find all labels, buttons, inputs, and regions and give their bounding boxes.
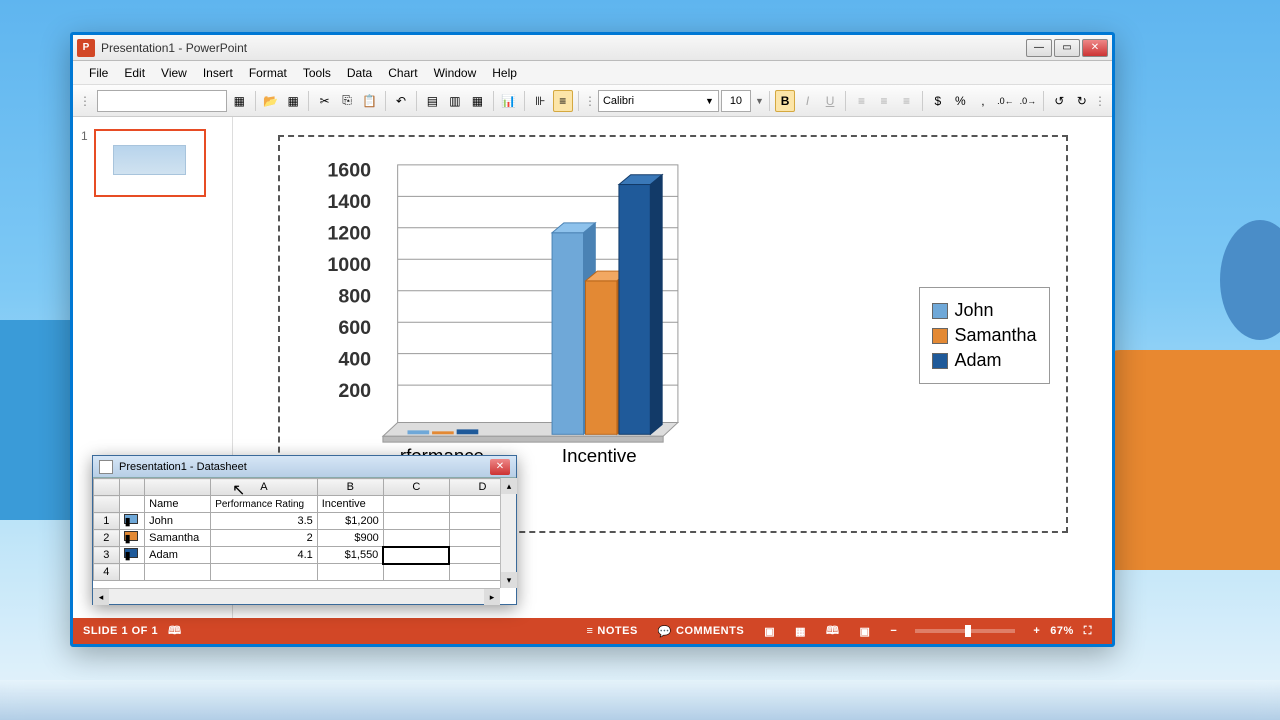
table-row[interactable]: 1 ▮ John 3.5 $1,200 xyxy=(94,513,516,530)
underline-icon[interactable]: U xyxy=(820,90,841,112)
svg-text:800: 800 xyxy=(338,286,371,308)
category-label: Incentive xyxy=(561,445,636,466)
reading-view-icon[interactable]: 🕮 xyxy=(816,622,849,641)
legend-item: John xyxy=(932,300,1036,321)
menu-insert[interactable]: Insert xyxy=(195,64,241,82)
svg-text:600: 600 xyxy=(338,317,371,339)
value-axis-icon[interactable]: ≡ xyxy=(553,90,574,112)
datasheet-titlebar[interactable]: Presentation1 - Datasheet ✕ xyxy=(93,456,516,478)
table-row[interactable]: 4 xyxy=(94,564,516,581)
svg-text:1200: 1200 xyxy=(327,223,371,245)
comma-icon[interactable]: , xyxy=(973,90,994,112)
datasheet-title: Presentation1 - Datasheet xyxy=(119,461,247,473)
menu-format[interactable]: Format xyxy=(241,64,295,82)
window-titlebar[interactable]: P Presentation1 - PowerPoint — ▭ ✕ xyxy=(73,35,1112,61)
chart-type-icon[interactable]: 📊 xyxy=(499,90,520,112)
slide-thumbnail[interactable] xyxy=(94,129,206,197)
menu-window[interactable]: Window xyxy=(426,64,485,82)
align-right-icon[interactable]: ≡ xyxy=(896,90,917,112)
align-left-icon[interactable]: ≡ xyxy=(851,90,872,112)
angle-cc-icon[interactable]: ↺ xyxy=(1049,90,1070,112)
datasheet-hscrollbar[interactable]: ◂ ▸ xyxy=(93,588,500,604)
by-row-icon[interactable]: ▤ xyxy=(422,90,443,112)
datasheet-close-button[interactable]: ✕ xyxy=(490,459,510,475)
svg-text:1000: 1000 xyxy=(327,254,371,276)
window-title: Presentation1 - PowerPoint xyxy=(101,41,247,55)
slide-number: 1 xyxy=(81,129,88,197)
fit-window-icon[interactable]: ⛶ xyxy=(1074,625,1102,638)
minimize-button[interactable]: — xyxy=(1026,39,1052,57)
table-header[interactable]: Name xyxy=(145,496,211,513)
zoom-in-button[interactable]: + xyxy=(1023,625,1050,637)
legend-item: Samantha xyxy=(932,325,1036,346)
import-icon[interactable]: 📂 xyxy=(260,90,281,112)
statusbar: SLIDE 1 OF 1 🕮 ≡ NOTES 💬 COMMENTS ▣ ▦ 🕮 … xyxy=(73,618,1112,644)
menu-tools[interactable]: Tools xyxy=(295,64,339,82)
app-icon: P xyxy=(77,39,95,57)
angle-cw-icon[interactable]: ↻ xyxy=(1072,90,1093,112)
table-icon[interactable]: ▦ xyxy=(467,90,488,112)
view-datasheet-icon[interactable]: ▦ xyxy=(229,90,250,112)
slide-indicator: SLIDE 1 OF 1 xyxy=(83,625,158,637)
table-header[interactable]: Performance Rating xyxy=(211,496,318,513)
grid-icon[interactable]: ▦ xyxy=(283,90,304,112)
menu-data[interactable]: Data xyxy=(339,64,380,82)
font-size-combo[interactable] xyxy=(721,90,751,112)
italic-icon[interactable]: I xyxy=(797,90,818,112)
menubar: File Edit View Insert Format Tools Data … xyxy=(73,61,1112,85)
svg-text:1400: 1400 xyxy=(327,191,371,213)
toolbar: ⋮ ▦ 📂 ▦ ✂ ⎘ 📋 ↶ ▤ ▥ ▦ 📊 ⊪ ≡ ⋮ Calibri▼ ▼… xyxy=(73,85,1112,117)
datasheet-window[interactable]: Presentation1 - Datasheet ✕ A B C D Name… xyxy=(92,455,517,605)
menu-help[interactable]: Help xyxy=(484,64,525,82)
zoom-slider[interactable] xyxy=(915,629,1015,633)
align-center-icon[interactable]: ≡ xyxy=(874,90,895,112)
windows-taskbar[interactable] xyxy=(0,680,1280,720)
sorter-view-icon[interactable]: ▦ xyxy=(785,625,816,638)
mouse-cursor-icon: ↖ xyxy=(232,480,245,500)
normal-view-icon[interactable]: ▣ xyxy=(754,625,785,638)
datasheet-grid[interactable]: A B C D Name Performance Rating Incentiv… xyxy=(93,478,516,581)
table-row[interactable]: 3 ▮ Adam 4.1 $1,550 xyxy=(94,547,516,564)
currency-icon[interactable]: $ xyxy=(928,90,949,112)
legend-item: Adam xyxy=(932,350,1036,371)
by-col-icon[interactable]: ▥ xyxy=(445,90,466,112)
spellcheck-icon[interactable]: 🕮 xyxy=(158,622,191,641)
menu-chart[interactable]: Chart xyxy=(380,64,425,82)
chart-area-combo[interactable] xyxy=(97,90,227,112)
svg-text:200: 200 xyxy=(338,380,371,402)
menu-view[interactable]: View xyxy=(153,64,195,82)
percent-icon[interactable]: % xyxy=(950,90,971,112)
svg-text:400: 400 xyxy=(338,348,371,370)
font-family-combo[interactable]: Calibri▼ xyxy=(598,90,719,112)
category-axis-icon[interactable]: ⊪ xyxy=(530,90,551,112)
paste-icon[interactable]: 📋 xyxy=(359,90,380,112)
close-button[interactable]: ✕ xyxy=(1082,39,1108,57)
menu-edit[interactable]: Edit xyxy=(116,64,153,82)
cut-icon[interactable]: ✂ xyxy=(314,90,335,112)
undo-icon[interactable]: ↶ xyxy=(391,90,412,112)
comments-button[interactable]: 💬 COMMENTS xyxy=(648,625,754,638)
svg-text:1600: 1600 xyxy=(327,160,371,182)
table-header[interactable]: Incentive xyxy=(317,496,383,513)
datasheet-vscrollbar[interactable]: ▴ ▾ xyxy=(500,478,516,588)
maximize-button[interactable]: ▭ xyxy=(1054,39,1080,57)
datasheet-icon xyxy=(99,460,113,474)
chart-legend[interactable]: John Samantha Adam xyxy=(919,287,1049,384)
notes-button[interactable]: ≡ NOTES xyxy=(576,625,647,637)
slideshow-icon[interactable]: ▣ xyxy=(849,625,880,638)
copy-icon[interactable]: ⎘ xyxy=(337,90,358,112)
increase-decimal-icon[interactable]: .0← xyxy=(995,90,1016,112)
decrease-decimal-icon[interactable]: .0→ xyxy=(1018,90,1039,112)
zoom-level[interactable]: 67% xyxy=(1050,625,1074,637)
menu-file[interactable]: File xyxy=(81,64,116,82)
zoom-out-button[interactable]: − xyxy=(880,625,907,637)
table-row[interactable]: 2 ▮ Samantha 2 $900 xyxy=(94,530,516,547)
bold-icon[interactable]: B xyxy=(775,90,796,112)
